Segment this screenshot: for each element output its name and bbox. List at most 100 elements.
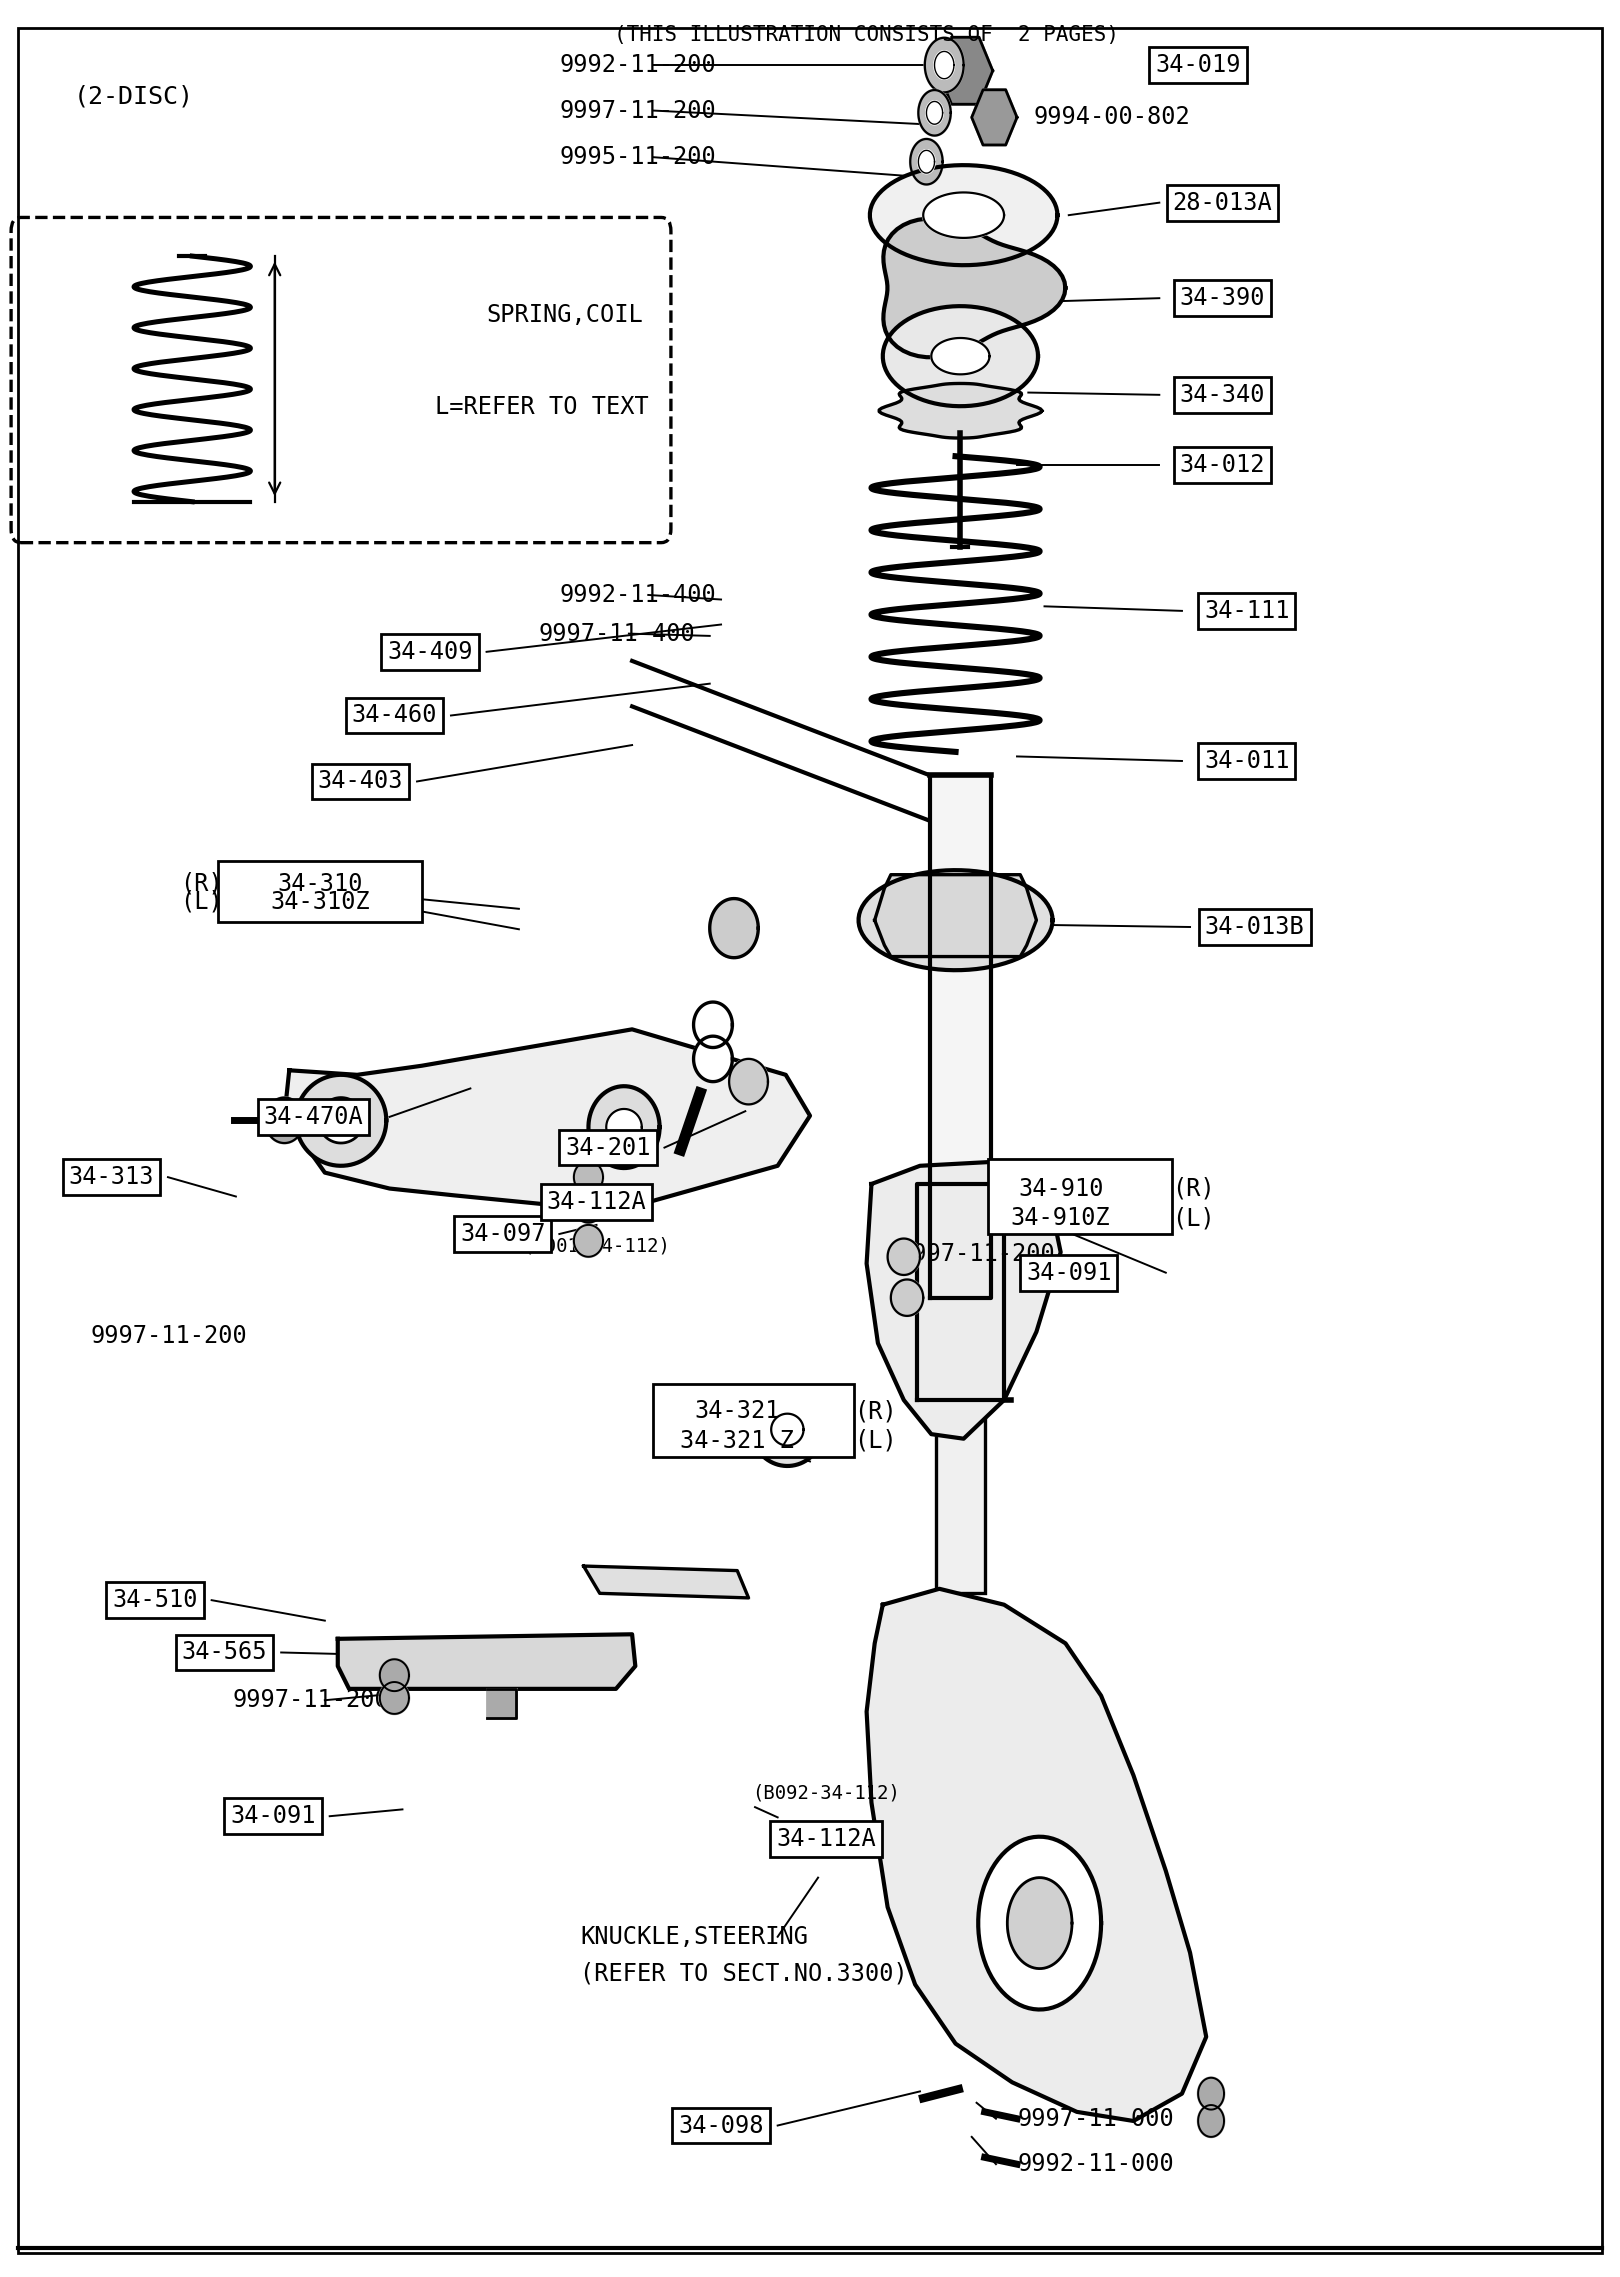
Text: 34-112A: 34-112A [776,1826,876,1851]
Text: 28-013A: 28-013A [1173,191,1272,214]
Polygon shape [379,1683,408,1715]
FancyBboxPatch shape [219,861,421,922]
Text: 9992-11-200: 9992-11-200 [559,52,716,77]
Polygon shape [1199,2077,1225,2109]
Polygon shape [752,1394,823,1466]
Polygon shape [588,1086,659,1168]
Text: 34-310: 34-310 [277,872,363,895]
Polygon shape [917,1184,1004,1400]
Text: (THIS ILLUSTRATION CONSISTS OF  2 PAGES): (THIS ILLUSTRATION CONSISTS OF 2 PAGES) [614,25,1119,46]
Text: 34-910: 34-910 [1017,1177,1103,1200]
Polygon shape [266,1098,305,1143]
Polygon shape [888,1239,920,1275]
Polygon shape [296,1075,386,1166]
Polygon shape [978,1838,1102,2011]
Text: 34-321: 34-321 [695,1400,779,1423]
Polygon shape [867,1589,1207,2120]
Text: 9997-11-200: 9997-11-200 [91,1325,248,1348]
Polygon shape [319,1098,363,1143]
Text: (REFER TO SECT.NO.3300): (REFER TO SECT.NO.3300) [580,1960,909,1986]
Polygon shape [919,150,935,173]
Text: 9992-11-400: 9992-11-400 [559,583,716,608]
Text: 34-910Z: 34-910Z [1011,1207,1111,1230]
Polygon shape [880,383,1042,437]
Text: 34-321 Z: 34-321 Z [680,1430,794,1453]
FancyBboxPatch shape [988,1159,1173,1234]
Text: (R): (R) [854,1400,896,1423]
Text: (2-DISC): (2-DISC) [75,84,194,109]
Polygon shape [710,899,758,959]
Polygon shape [583,1567,748,1598]
Text: 9997-11-400: 9997-11-400 [538,622,695,647]
Text: KNUCKLE,STEERING: KNUCKLE,STEERING [580,1924,808,1949]
Text: 34-098: 34-098 [679,2113,763,2138]
Text: L=REFER TO TEXT: L=REFER TO TEXT [434,396,648,419]
Text: 34-013B: 34-013B [1205,915,1304,938]
Polygon shape [285,1029,810,1211]
Polygon shape [919,91,951,137]
Text: 34-012: 34-012 [1179,453,1265,478]
Text: 9997-11-000: 9997-11-000 [1017,2106,1174,2131]
Text: 34-011: 34-011 [1204,749,1290,772]
Polygon shape [1199,2104,1225,2136]
Polygon shape [972,89,1017,146]
Text: 34-111: 34-111 [1204,599,1290,624]
Text: 9997-11-200: 9997-11-200 [559,98,716,123]
Polygon shape [693,1036,732,1082]
Polygon shape [867,1161,1061,1439]
Polygon shape [771,1414,804,1446]
Polygon shape [923,194,1004,237]
Text: 34-091: 34-091 [1025,1261,1111,1284]
Polygon shape [870,166,1058,264]
Polygon shape [938,36,993,105]
Text: 34-460: 34-460 [352,704,437,726]
Polygon shape [573,1191,603,1223]
Text: 34-390: 34-390 [1179,287,1265,310]
Text: 9994-00-802: 9994-00-802 [1034,105,1191,130]
Polygon shape [930,774,991,1298]
Text: 9997-11-200: 9997-11-200 [233,1687,389,1712]
Text: 34-565: 34-565 [181,1639,267,1664]
Polygon shape [927,102,943,125]
Text: 34-340: 34-340 [1179,383,1265,408]
Polygon shape [693,1002,732,1047]
Bar [936,1400,985,1594]
Text: 34-470A: 34-470A [264,1104,363,1129]
Text: SPRING,COIL: SPRING,COIL [486,303,643,328]
Text: 34-403: 34-403 [318,770,403,792]
Polygon shape [925,39,964,93]
Polygon shape [891,1280,923,1316]
FancyBboxPatch shape [653,1384,854,1457]
Polygon shape [339,1635,635,1690]
Text: 9995-11-200: 9995-11-200 [559,146,716,168]
Polygon shape [1008,1879,1072,1970]
Polygon shape [573,1161,603,1193]
Polygon shape [606,1109,642,1145]
Text: 34-091: 34-091 [230,1803,316,1828]
Polygon shape [910,139,943,184]
Text: (R): (R) [1173,1177,1215,1200]
Polygon shape [573,1225,603,1257]
Polygon shape [883,219,1066,357]
Text: 34-201: 34-201 [565,1136,651,1159]
Text: 34-313: 34-313 [68,1166,154,1189]
Text: 34-019: 34-019 [1155,52,1241,77]
Text: (R): (R) [180,872,224,895]
Text: 34-310Z: 34-310Z [271,890,369,913]
Text: 34-112A: 34-112A [546,1191,646,1214]
Text: 34-097: 34-097 [460,1223,546,1246]
Text: 34-510: 34-510 [112,1587,198,1612]
Polygon shape [729,1059,768,1104]
Polygon shape [486,1690,515,1719]
Polygon shape [859,870,1053,970]
Text: (L): (L) [1173,1207,1215,1230]
Polygon shape [931,337,990,373]
Text: 9997-11-200: 9997-11-200 [899,1243,1056,1266]
Text: (B092-34-112): (B092-34-112) [752,1783,901,1803]
FancyBboxPatch shape [11,216,671,542]
Polygon shape [875,874,1037,956]
Text: (L): (L) [180,890,224,913]
Text: (L): (L) [854,1430,896,1453]
Text: 34-409: 34-409 [387,640,473,665]
Text: 9992-11-000: 9992-11-000 [1017,2152,1174,2177]
